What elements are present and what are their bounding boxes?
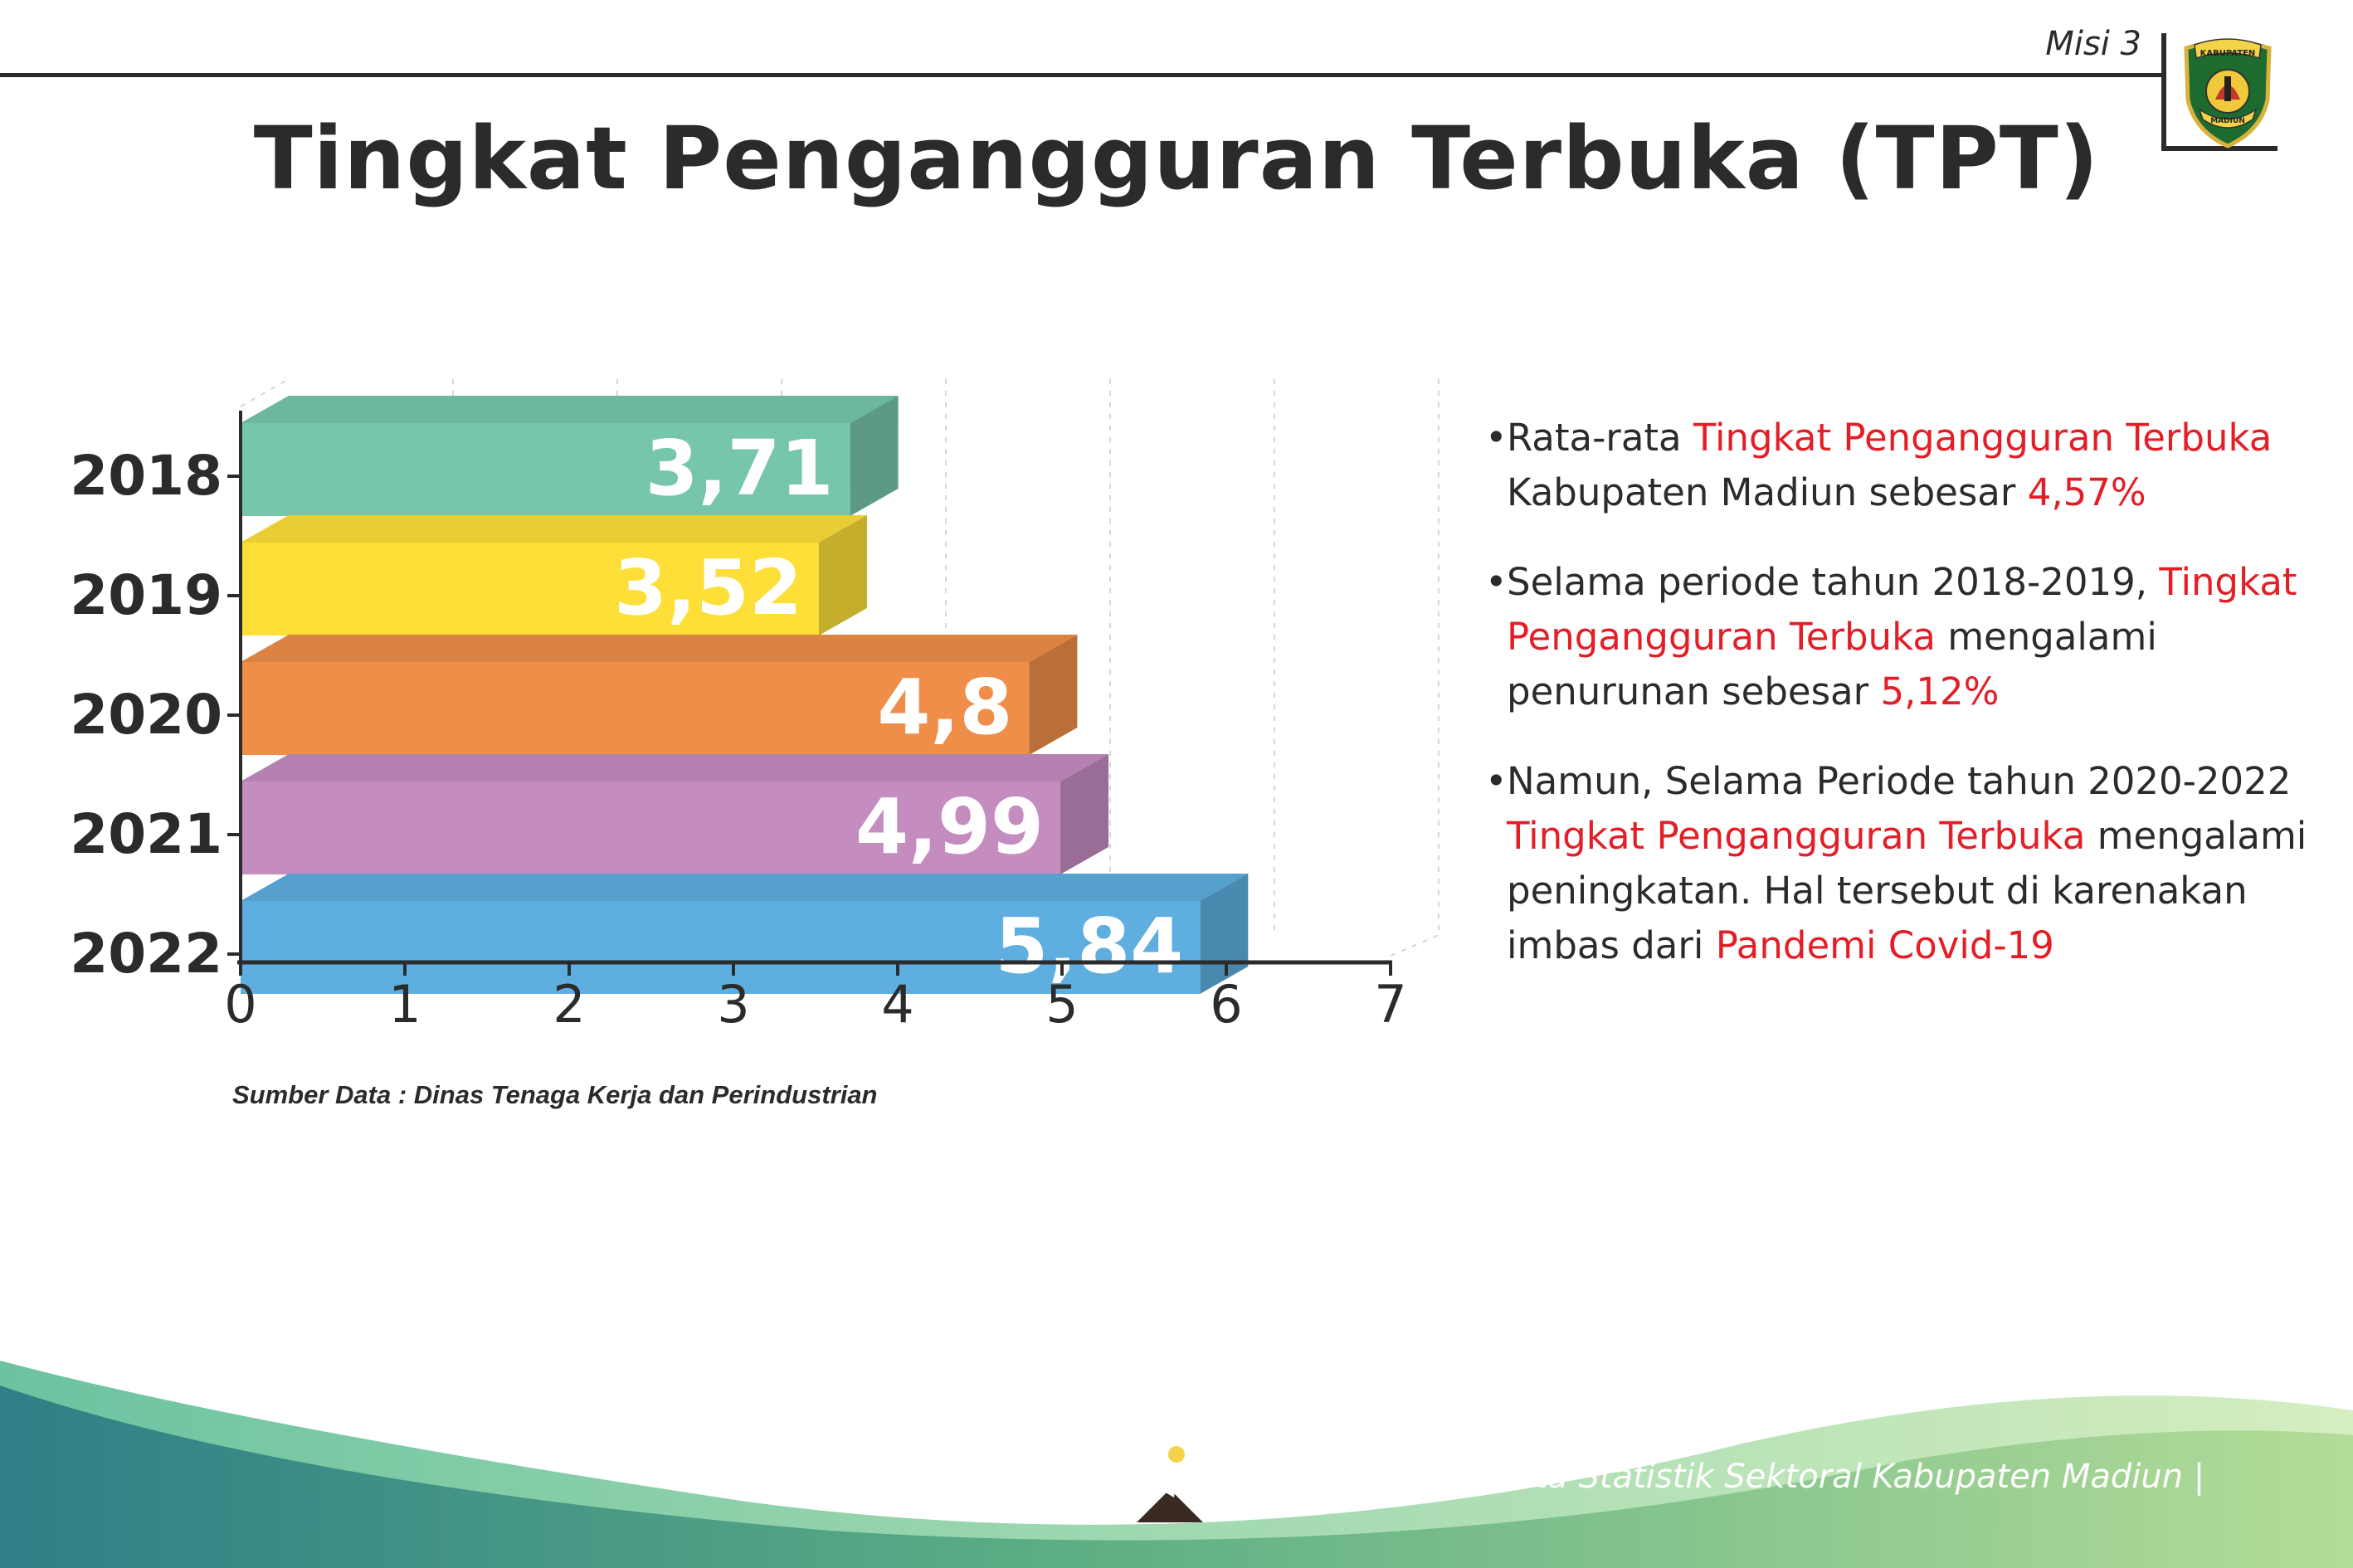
x-tick-label: 0 (224, 974, 256, 1035)
bullet-highlight: Tingkat Pengangguran Terbuka (1507, 560, 2297, 659)
bar-2021: 4,99 (241, 754, 1109, 874)
bar-2020: 4,8 (241, 635, 1078, 755)
x-tick-label: 1 (388, 974, 421, 1035)
bar-side-face (850, 396, 899, 516)
bar-value-label: 4,8 (877, 663, 1012, 752)
bar-value-label: 3,71 (645, 424, 834, 513)
header-corner-vertical (2161, 33, 2166, 151)
bullet-highlight: Pandemi Covid-19 (1715, 923, 2054, 967)
source-note: Sumber Data : Dinas Tenaga Kerja dan Per… (232, 1080, 878, 1109)
x-tick-label: 6 (1210, 974, 1242, 1035)
bar-side-face (1029, 635, 1078, 755)
bullet-text: Rata-rata (1507, 416, 1693, 460)
bullet-marker: • (1485, 759, 1508, 803)
bullet-marker: • (1485, 416, 1508, 460)
bullet-highlight: 5,12% (1880, 670, 2000, 713)
bar-front-face (241, 423, 850, 516)
media-infografis-logo-icon (1137, 1445, 1206, 1522)
category-label: 2018 (70, 444, 222, 508)
bar-side-face (1060, 754, 1109, 874)
bar-front-face (241, 543, 819, 635)
footer-wave (0, 1361, 2353, 1568)
bullet-highlight: Tingkat Pengangguran Terbuka (1507, 814, 2086, 858)
category-label: 2019 (70, 563, 222, 627)
mission-label: Misi 3 (2045, 25, 2141, 63)
x-tick-label: 2 (553, 974, 585, 1035)
bar-top-face (241, 396, 899, 423)
bar-top-face (241, 515, 867, 543)
bullet-text: Selama periode tahun 2018-2019, (1507, 560, 2160, 604)
bar-value-label: 3,52 (614, 543, 802, 632)
bar-front-face (241, 662, 1030, 755)
tpt-bar-chart: 3,71 3,52 4,8 4,99 5,84 2018 2019 2020 2021 2022… (70, 378, 1440, 1035)
bar-top-face (241, 635, 1078, 662)
bar-top-face (241, 874, 1249, 901)
madiun-regency-crest-icon: KABUPATEN MADIUN (2184, 38, 2272, 149)
header-rule (0, 73, 2161, 77)
bar-2022: 5,84 (241, 874, 1249, 994)
bullet-highlight: Tingkat Pengangguran Terbuka (1693, 416, 2273, 460)
x-tick-label: 3 (717, 974, 749, 1035)
bullet-item: • Namun, Selama Periode tahun 2020-2022 T… (1485, 754, 2315, 973)
x-tick-label: 7 (1374, 974, 1406, 1035)
bar-top-face (241, 754, 1109, 782)
crest-top-text: KABUPATEN (2200, 49, 2256, 58)
bullet-item: • Rata-rata Tingkat Pengangguran Terbuka … (1485, 411, 2315, 520)
category-label: 2021 (70, 802, 222, 866)
bar-front-face (241, 901, 1201, 994)
page-title: Tingkat Pengangguran Terbuka (TPT) (253, 108, 2100, 209)
bar-2018: 3,71 (241, 396, 899, 516)
crest-bottom-text: MADIUN (2210, 117, 2245, 125)
bullet-item: • Selama periode tahun 2018-2019, Tingkat… (1485, 555, 2315, 719)
bar-2019: 3,52 (241, 515, 867, 635)
bar-value-label: 4,99 (855, 782, 1044, 871)
bullet-highlight: 4,57% (2027, 470, 2146, 514)
bullet-list: • Rata-rata Tingkat Pengangguran Terbuka … (1485, 411, 2315, 1008)
bullet-text: mengalami peningkatan. Hal tersebut di k… (1507, 814, 2307, 967)
bullet-marker: • (1485, 560, 1508, 604)
category-label: 2022 (70, 922, 222, 986)
x-tick-label: 4 (881, 974, 913, 1035)
bar-front-face (241, 782, 1061, 874)
bullet-text: Kabupaten Madiun sebesar (1507, 470, 2028, 514)
grid-depth-line (1390, 934, 1440, 957)
category-label: 2020 (70, 683, 222, 747)
header-corner-horizontal (2161, 146, 2277, 151)
bullet-text: mengalami penurunan sebesar (1507, 615, 2157, 713)
bullet-text: Namun, Selama Periode tahun 2020-2022 (1507, 759, 2292, 803)
chart-grid (240, 378, 1440, 957)
grid-depth-line (240, 378, 290, 407)
bar-side-face (818, 515, 867, 635)
bar-value-label: 5,84 (995, 902, 1183, 991)
x-tick-label: 5 (1045, 974, 1078, 1035)
footer-caption: Media Infografis Data Statistik Sektoral… (1211, 1458, 2205, 1496)
chart-bars: 3,71 3,52 4,8 4,99 5,84 (241, 396, 1249, 994)
